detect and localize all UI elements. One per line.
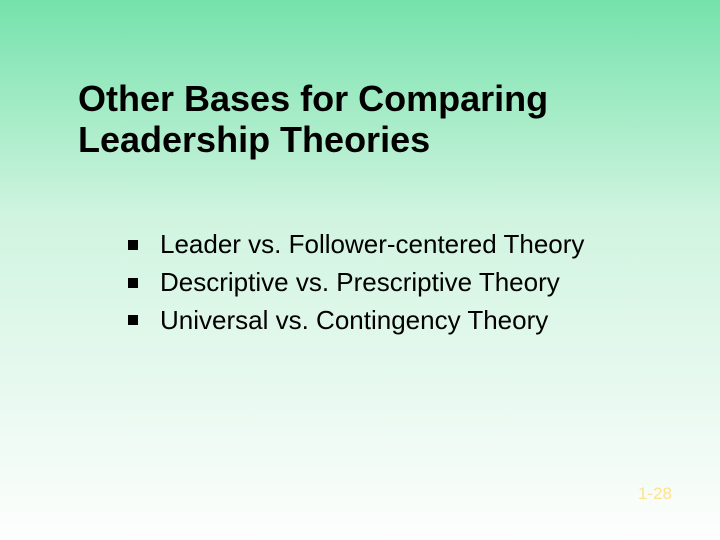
list-item: Leader vs. Follower-centered Theory	[128, 228, 660, 262]
square-bullet-icon	[128, 278, 138, 288]
page-number: 1-28	[638, 484, 672, 504]
list-item: Descriptive vs. Prescriptive Theory	[128, 266, 660, 300]
square-bullet-icon	[128, 315, 138, 325]
list-item: Universal vs. Contingency Theory	[128, 304, 660, 338]
slide: Other Bases for Comparing Leadership The…	[0, 0, 720, 540]
bullet-text: Universal vs. Contingency Theory	[160, 304, 548, 338]
bullet-text: Descriptive vs. Prescriptive Theory	[160, 266, 560, 300]
bullet-text: Leader vs. Follower-centered Theory	[160, 228, 584, 262]
slide-title: Other Bases for Comparing Leadership The…	[78, 78, 670, 161]
square-bullet-icon	[128, 240, 138, 250]
slide-body: Leader vs. Follower-centered Theory Desc…	[128, 228, 660, 341]
